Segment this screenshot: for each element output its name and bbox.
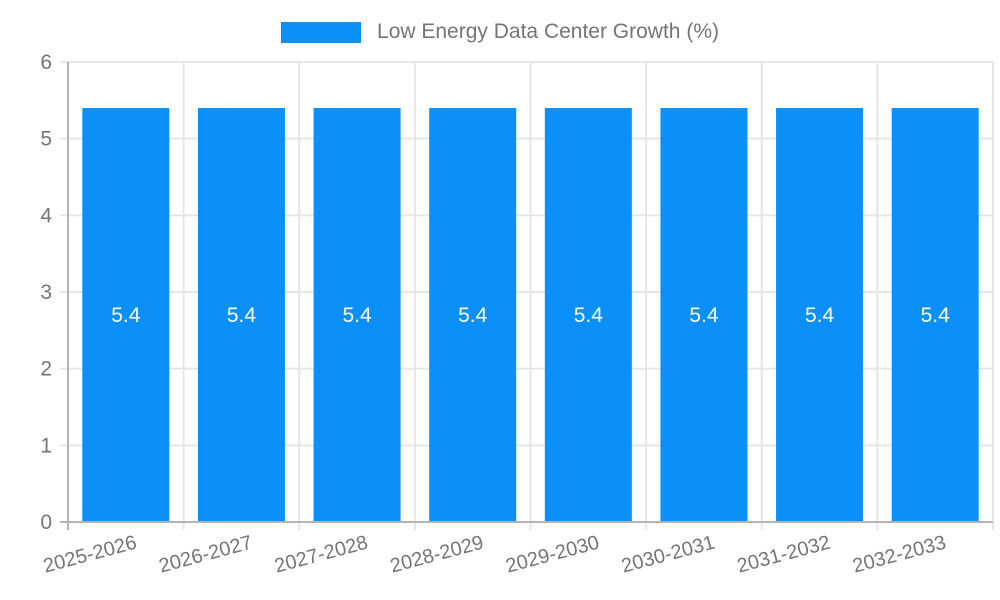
y-tick-label: 2 (40, 358, 52, 381)
y-tick-label: 6 (40, 51, 52, 74)
x-axis-label: 2025-2026 (41, 532, 139, 578)
bar[interactable] (660, 108, 748, 522)
bar-value-label: 5.4 (111, 304, 141, 327)
x-axis-label: 2026-2027 (157, 532, 255, 578)
bar[interactable] (197, 108, 285, 522)
legend-swatch (281, 21, 362, 43)
bar[interactable] (429, 108, 517, 522)
bar-value-label: 5.4 (342, 304, 372, 327)
bar[interactable] (891, 108, 979, 522)
y-tick-label: 3 (40, 281, 52, 304)
bar[interactable] (313, 108, 401, 522)
y-tick-label: 4 (40, 204, 52, 227)
bar[interactable] (544, 108, 632, 522)
bar-value-label: 5.4 (574, 304, 604, 327)
y-tick-label: 0 (40, 511, 52, 534)
x-axis-label: 2030-2031 (619, 532, 717, 578)
x-axis-label: 2027-2028 (272, 532, 370, 578)
bar-value-label: 5.4 (921, 304, 951, 327)
bar[interactable] (776, 108, 864, 522)
x-axis-label: 2028-2029 (388, 532, 486, 578)
y-tick-label: 1 (40, 434, 52, 457)
legend-label: Low Energy Data Center Growth (%) (377, 20, 719, 43)
x-axis-label: 2029-2030 (504, 532, 602, 578)
chart-legend[interactable]: Low Energy Data Center Growth (%) (0, 14, 1000, 50)
y-tick-label: 5 (40, 128, 52, 151)
bar-value-label: 5.4 (227, 304, 257, 327)
x-axis-label: 2031-2032 (735, 532, 833, 578)
x-axis-label: 2032-2033 (850, 532, 948, 578)
bar[interactable] (82, 108, 170, 522)
bar-value-label: 5.4 (805, 304, 835, 327)
bar-value-label: 5.4 (689, 304, 719, 327)
bar-value-label: 5.4 (458, 304, 488, 327)
